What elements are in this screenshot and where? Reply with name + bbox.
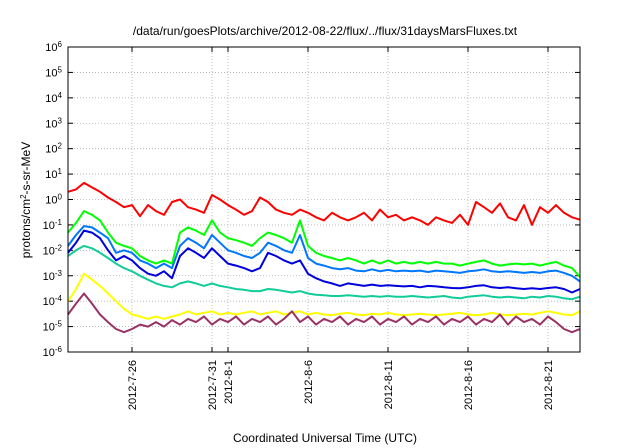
y-tick-labels: 10-610-510-410-310-210-11001011021031041… <box>43 40 63 360</box>
y-tick-base: 10 <box>43 271 55 283</box>
y-tick-base: 10 <box>45 118 57 130</box>
y-tick-exp: 4 <box>58 90 63 99</box>
y-axis-label-main: protons/cm <box>19 199 33 258</box>
y-tick-base: 10 <box>45 67 57 79</box>
y-tick-exp: 0 <box>58 192 63 201</box>
grid <box>68 46 580 353</box>
y-tick-label: 10-5 <box>43 319 63 334</box>
y-axis-label: protons/cm2-s-sr-MeV <box>19 142 34 258</box>
y-tick-base: 10 <box>43 347 55 359</box>
y-tick-exp: -5 <box>55 319 63 328</box>
series-line <box>67 292 581 334</box>
series-line <box>67 225 581 283</box>
chart-title: /data/run/goesPlots/archive/2012-08-22/f… <box>133 24 518 38</box>
x-tick-label: 2012-8-21 <box>543 360 555 410</box>
y-tick-base: 10 <box>45 169 57 181</box>
y-tick-label: 10-4 <box>43 294 63 309</box>
series-line <box>67 181 581 226</box>
y-tick-label: 100 <box>45 192 62 207</box>
y-tick-exp: 1 <box>58 167 63 176</box>
y-tick-label: 106 <box>45 40 62 55</box>
y-tick-label: 104 <box>45 90 62 105</box>
y-tick-exp: 5 <box>58 65 63 74</box>
y-tick-base: 10 <box>45 195 57 207</box>
x-tick-label: 2012-8-16 <box>463 360 475 410</box>
y-tick-base: 10 <box>43 322 55 334</box>
series-line <box>67 272 581 320</box>
y-tick-label: 10-6 <box>43 345 63 360</box>
y-tick-base: 10 <box>45 144 57 156</box>
y-tick-exp: 6 <box>58 40 63 49</box>
y-tick-exp: -4 <box>55 294 63 303</box>
y-tick-label: 102 <box>45 141 62 156</box>
y-tick-label: 105 <box>45 65 62 80</box>
y-tick-label: 101 <box>45 167 62 182</box>
y-tick-exp: -3 <box>55 268 63 277</box>
y-tick-exp: -2 <box>55 243 63 252</box>
y-tick-label: 10-2 <box>43 243 63 257</box>
y-tick-base: 10 <box>45 42 57 54</box>
y-tick-exp: -6 <box>55 345 63 354</box>
y-tick-base: 10 <box>45 93 57 105</box>
x-tick-labels: 2012-7-26 2012-7-31 2012-8-1 2012-8-6 2012-8… <box>127 360 555 410</box>
y-tick-label: 10-3 <box>43 268 63 283</box>
y-tick-exp: -1 <box>55 217 63 226</box>
y-tick-exp: 3 <box>58 116 63 125</box>
series-line <box>67 229 581 294</box>
x-tick-label: 2012-8-6 <box>303 360 315 404</box>
y-tick-label: 10-1 <box>43 217 63 232</box>
x-axis-label: Coordinated Universal Time (UTC) <box>233 431 417 445</box>
y-tick-base: 10 <box>43 296 55 308</box>
y-tick-base: 10 <box>43 245 55 257</box>
x-tick-label: 2012-8-1 <box>223 360 235 404</box>
x-tick-label: 2012-7-31 <box>207 360 219 410</box>
plot-frame <box>67 46 581 353</box>
y-tick-exp: 2 <box>58 141 63 150</box>
y-tick-label: 103 <box>45 116 62 131</box>
y-axis-label-sup: 2 <box>19 194 28 199</box>
x-tick-label: 2012-8-11 <box>383 360 395 409</box>
x-tick-label: 2012-7-26 <box>127 360 139 410</box>
y-axis-label-rest: -s-sr-MeV <box>19 142 33 195</box>
series-line <box>67 244 581 301</box>
y-tick-base: 10 <box>43 220 55 232</box>
series-line <box>67 210 581 278</box>
series-lines <box>67 181 581 334</box>
